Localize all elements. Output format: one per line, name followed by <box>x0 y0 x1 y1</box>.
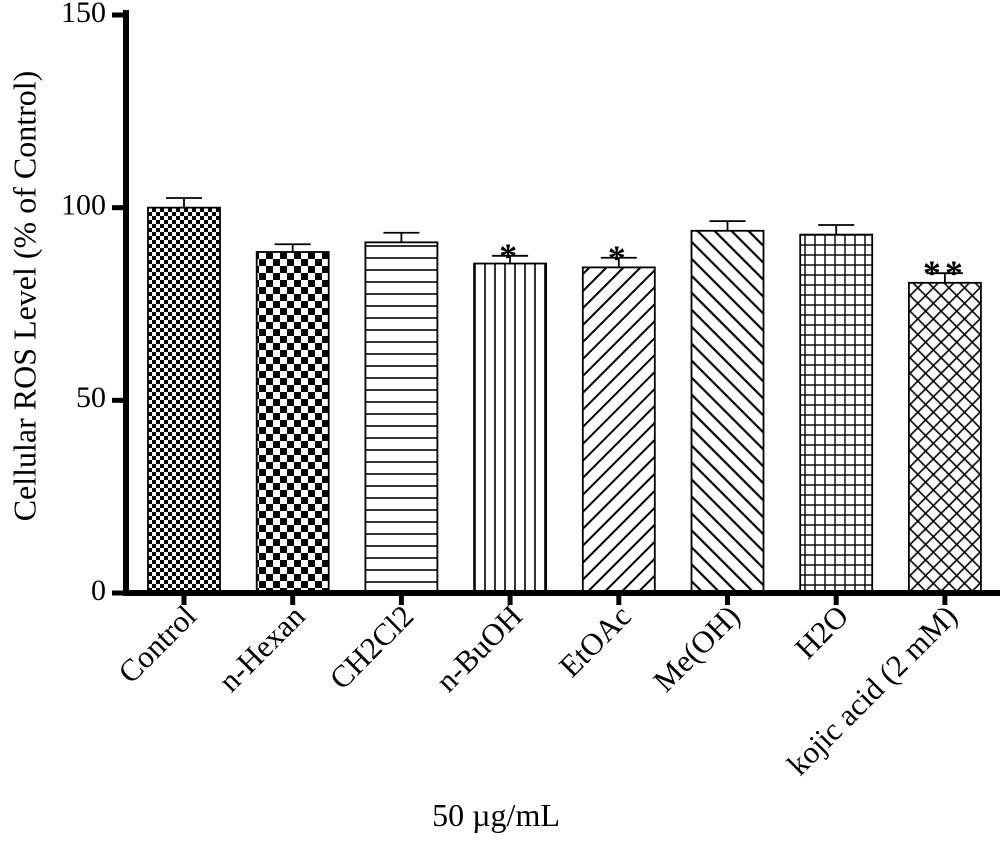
bars <box>147 206 982 594</box>
significance-marks: * * ** <box>499 236 967 293</box>
bar-0 <box>147 206 221 594</box>
x-tick-label-0: Control <box>111 598 203 690</box>
x-ticks: Control n-Hexan CH2Cl2 n-BuOH EtOAc Me(OH) H2O… <box>111 593 964 782</box>
y-tick-label-0: 0 <box>91 574 106 607</box>
x-tick-label-3: n-BuOH <box>429 598 529 698</box>
y-tick-label-1: 50 <box>76 381 106 414</box>
bar-5 <box>690 229 765 594</box>
y-tick-label-3: 150 <box>61 0 106 29</box>
y-ticks: 0 50 100 150 <box>61 0 126 607</box>
y-tick-label-2: 100 <box>61 189 106 222</box>
x-axis-title: 50 µg/mL <box>432 797 560 833</box>
x-tick-label-6: H2O <box>788 598 855 665</box>
x-tick-label-4: EtOAc <box>552 598 638 684</box>
y-axis-title: Cellular ROS Level (% of Control) <box>6 71 42 522</box>
bar-7 <box>908 281 982 594</box>
x-tick-label-5: Me(OH) <box>646 598 746 698</box>
significance-mark-4: * <box>608 238 630 278</box>
bar-4 <box>581 266 656 594</box>
error-bars <box>166 197 963 283</box>
x-tick-label-1: n-Hexan <box>211 598 312 699</box>
significance-mark-3: * <box>499 236 521 276</box>
bar-6 <box>799 233 874 594</box>
x-tick-label-2: CH2Cl2 <box>323 598 421 696</box>
bar-3 <box>473 262 548 594</box>
significance-mark-7: ** <box>923 253 967 293</box>
bar-2 <box>364 241 439 594</box>
bar-1 <box>255 251 330 594</box>
